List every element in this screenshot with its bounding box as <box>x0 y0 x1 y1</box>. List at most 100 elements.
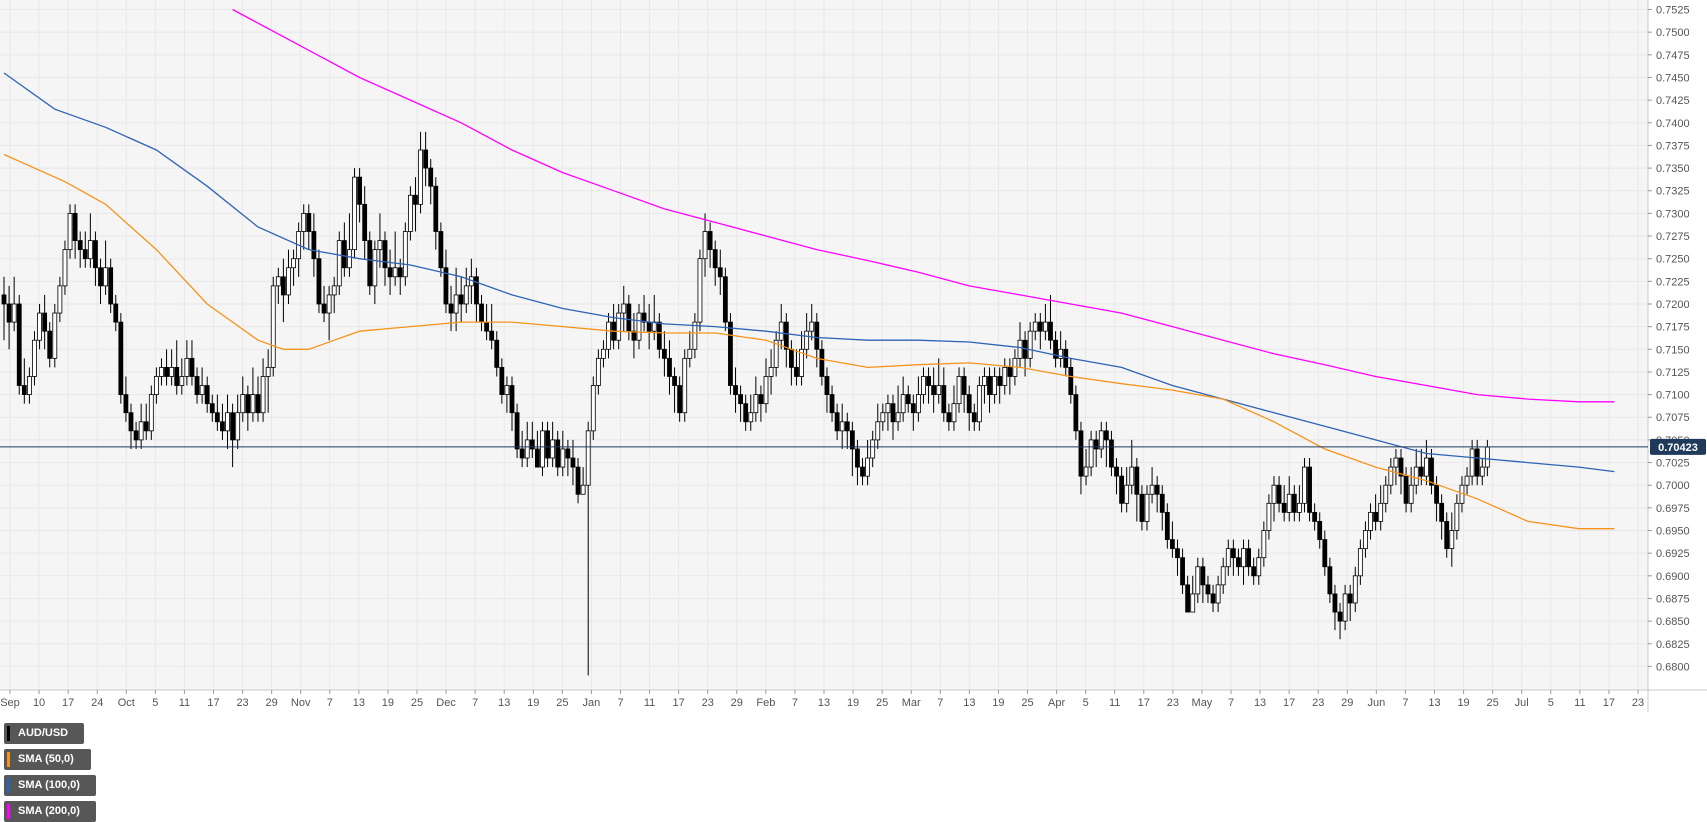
price-chart[interactable]: 0.6800 0.6825 0.6850 0.6875 0.6900 0.6925 0.69… <box>0 0 1707 712</box>
candle-body <box>1103 430 1109 441</box>
candle-up <box>1266 494 1272 540</box>
candle-up <box>697 249 703 332</box>
x-tick-label: 25 <box>1021 697 1033 709</box>
candle-down <box>397 258 403 295</box>
candle-body <box>235 412 241 441</box>
candle-body <box>418 149 423 205</box>
candle-up <box>682 349 688 422</box>
y-tick-label: 0.7375 <box>1656 140 1690 152</box>
candle-body <box>1017 339 1023 359</box>
candle-body <box>159 367 164 377</box>
candle-body <box>265 367 271 377</box>
candle-body <box>1007 367 1013 377</box>
candle-down <box>656 313 662 359</box>
candle-up <box>1413 448 1419 495</box>
candle-up <box>590 376 596 440</box>
candle-up <box>1449 512 1455 567</box>
candle-body <box>789 348 794 368</box>
candle-down <box>1109 430 1114 477</box>
candle-body <box>1215 584 1221 604</box>
x-tick-label: 7 <box>617 697 623 709</box>
legend-item-sma-50[interactable]: SMA (50,0) <box>4 749 91 770</box>
candle-up <box>250 367 256 422</box>
y-tick-label: 0.7200 <box>1656 299 1690 311</box>
candle-down <box>1164 503 1170 549</box>
candle-body <box>1297 502 1302 513</box>
candle-down <box>1230 539 1236 576</box>
y-tick-label: 0.7475 <box>1656 50 1690 62</box>
candle-down <box>387 249 393 295</box>
candle-body <box>72 212 78 241</box>
legend-item-sma-100[interactable]: SMA (100,0) <box>4 775 96 796</box>
candle-up <box>1368 503 1373 540</box>
candle-up <box>37 303 42 350</box>
candle-down <box>93 231 98 286</box>
x-tick-label: Nov <box>291 697 311 709</box>
candle-down <box>189 340 195 386</box>
candle-body <box>1261 530 1267 559</box>
x-tick-label: 7 <box>937 697 943 709</box>
candle-up <box>616 303 622 350</box>
candle-body <box>204 385 210 405</box>
candle-up <box>153 367 159 404</box>
candle-up <box>1393 448 1399 486</box>
candle-down <box>6 285 12 350</box>
candle-body <box>524 439 530 459</box>
legend-label: SMA (50,0) <box>18 753 74 765</box>
candle-down <box>717 249 723 295</box>
y-tick-label: 0.7275 <box>1656 231 1690 243</box>
candle-body <box>148 394 154 432</box>
candle-body <box>809 321 815 332</box>
x-tick-label: 29 <box>1341 697 1353 709</box>
candle-up <box>291 249 296 286</box>
candle-body <box>189 357 195 377</box>
candle-body <box>174 367 180 386</box>
candle-down <box>82 231 88 268</box>
y-tick-label: 0.6950 <box>1656 526 1690 538</box>
candle-down <box>47 322 53 368</box>
candle-down <box>1114 458 1119 495</box>
legend-item-audusd[interactable]: AUD/USD <box>4 723 84 744</box>
y-tick-label: 0.7000 <box>1656 480 1690 492</box>
candle-down <box>1180 548 1185 594</box>
candle-body <box>413 194 418 205</box>
candle-up <box>763 358 769 413</box>
x-tick-label: 29 <box>731 697 743 709</box>
candle-up <box>809 303 815 341</box>
x-tick-label: 7 <box>1402 697 1408 709</box>
candle-body <box>499 367 505 395</box>
x-tick-label: 19 <box>527 697 539 709</box>
y-tick-label: 0.6975 <box>1656 503 1690 515</box>
candle-down <box>438 222 444 277</box>
candle-down <box>1159 485 1165 531</box>
candle-down <box>662 331 667 377</box>
x-tick-label: 23 <box>236 697 248 709</box>
candle-up <box>286 249 291 304</box>
x-tick-label: 17 <box>1138 697 1150 709</box>
candle-up <box>976 376 982 431</box>
candle-body <box>184 357 190 377</box>
candle-body <box>311 231 317 260</box>
candle-up <box>1215 575 1221 613</box>
x-tick-label: 23 <box>1632 697 1644 709</box>
x-tick-label: 17 <box>62 697 74 709</box>
candle-up <box>992 367 997 404</box>
y-tick-label: 0.7450 <box>1656 72 1690 84</box>
candle-body <box>87 240 93 260</box>
legend-item-sma-200[interactable]: SMA (200,0) <box>4 801 96 822</box>
candle-body <box>961 376 967 395</box>
candle-up <box>169 349 175 386</box>
candle-up <box>748 394 754 431</box>
candle-body <box>570 457 576 468</box>
candle-down <box>113 294 119 332</box>
candle-body <box>1479 466 1485 477</box>
candle-down <box>428 159 434 205</box>
candle-up <box>1297 485 1302 522</box>
candle-up <box>982 367 987 404</box>
x-tick-label: May <box>1192 697 1213 709</box>
candle-up <box>1357 539 1363 585</box>
candle-body <box>982 376 987 386</box>
candle-up <box>1032 313 1038 341</box>
sma-200-line <box>232 8 1615 403</box>
